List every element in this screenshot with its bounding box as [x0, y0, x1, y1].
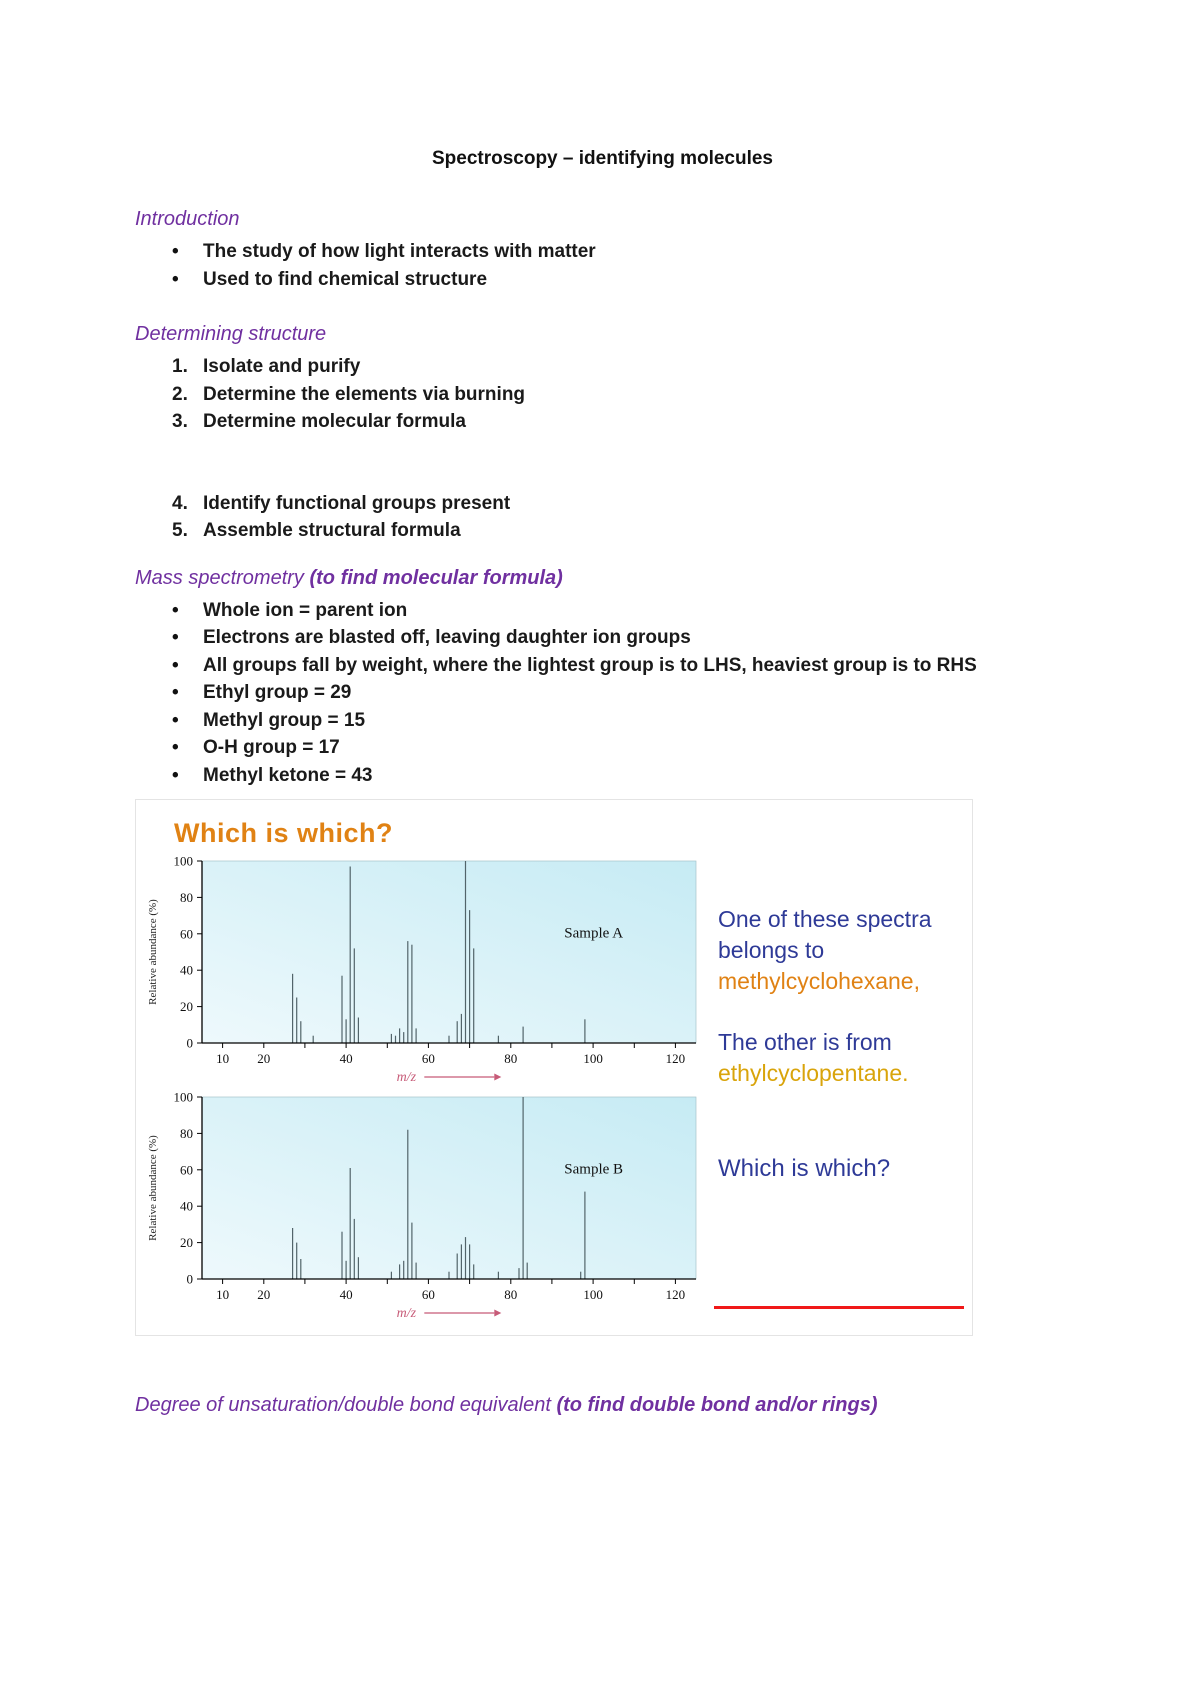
mass-spectrum-chart-sample-a: 0 20 40 60 80 100 10 20 40 60 80 100 120 Sample A m/z R…: [147, 854, 697, 1085]
svg-text:80: 80: [504, 1051, 517, 1066]
item-text: Determine molecular formula: [203, 411, 466, 432]
mass-spectrum-chart-sample-b: 0 20 40 60 80 100 10 20 40 60 80 100 120 Sample B m/z R…: [147, 1090, 697, 1321]
figure-charts-column: Which is which? 0 20 40 60 80 100 10 20 40 60 80 10…: [142, 806, 718, 1325]
svg-text:60: 60: [422, 1287, 435, 1302]
mass-spectrometry-list: Whole ion = parent ion Electrons are bla…: [135, 597, 1070, 790]
item-text: Isolate and purify: [203, 356, 361, 377]
figure-heading: Which is which?: [174, 818, 394, 848]
figure-caption-column: One of these spectra belongs to methylcy…: [718, 806, 972, 1325]
caption-question: Which is which?: [718, 1155, 891, 1182]
numbered-item: 1. Isolate and purify: [135, 353, 1070, 381]
list-item-text: Methyl group = 15: [203, 709, 366, 731]
numbered-item: 5. Assemble structural formula: [135, 517, 1070, 545]
document-title: Spectroscopy – identifying molecules: [431, 148, 774, 169]
list-item-text: Whole ion =: [203, 599, 316, 621]
svg-text:20: 20: [180, 1235, 193, 1250]
determining-steps-1-3: 1. Isolate and purify 2. Determine the ele…: [135, 353, 1070, 436]
svg-text:0: 0: [187, 1272, 194, 1287]
list-item: Methyl group = 15: [135, 707, 1070, 735]
svg-text:60: 60: [180, 1162, 193, 1177]
list-item: Electrons are blasted off, leaving daugh…: [135, 624, 1070, 652]
list-item: Used to find chemical structure: [135, 266, 1070, 294]
caption-compound-1: methylcyclohexane,: [718, 968, 920, 994]
svg-text:20: 20: [257, 1051, 270, 1066]
section-heading-degree-of-unsaturation: Degree of unsaturation/double bond equiv…: [135, 1394, 1070, 1417]
svg-text:m/z: m/z: [397, 1070, 417, 1085]
list-item: The study of how light interacts with ma…: [135, 238, 1070, 266]
numbered-item: 3. Determine molecular formula: [135, 408, 1070, 436]
svg-text:m/z: m/z: [397, 1306, 417, 1321]
section-heading-introduction: Introduction: [135, 208, 240, 230]
svg-text:100: 100: [174, 854, 194, 869]
list-item: Methyl ketone = 43: [135, 762, 1070, 790]
item-number: 5.: [172, 520, 188, 541]
svg-text:120: 120: [666, 1051, 686, 1066]
list-item-text: Ethyl group = 29: [203, 682, 352, 703]
svg-text:40: 40: [340, 1287, 353, 1302]
caption-line-2: The other is from: [718, 1029, 892, 1055]
svg-text:Sample B: Sample B: [564, 1161, 623, 1177]
list-item: Whole ion = parent ion: [135, 597, 1070, 625]
section-heading-determining-structure: Determining structure: [135, 323, 327, 345]
list-item: O-H group = 17: [135, 734, 1070, 762]
item-number: 2.: [172, 383, 188, 405]
item-number: 1.: [172, 356, 188, 377]
list-item-text: Used to find chemical structure: [203, 268, 488, 290]
list-item-bold: daughter ion: [506, 627, 622, 648]
section-heading-mass-spectrometry: Mass spectrometry (to find molecular for…: [135, 567, 1070, 590]
svg-text:40: 40: [180, 1199, 193, 1214]
svg-text:Relative abundance (%): Relative abundance (%): [147, 899, 159, 1005]
red-underline: [714, 1306, 964, 1309]
item-text: Assemble structural formula: [203, 520, 461, 541]
svg-text:100: 100: [583, 1287, 603, 1302]
list-item-bold: parent ion: [315, 599, 408, 621]
item-text: Determine the elements via burning: [203, 383, 526, 405]
svg-text:0: 0: [187, 1036, 194, 1051]
list-item: Ethyl group = 29: [135, 679, 1070, 707]
heading-bold-text: (to find molecular formula): [309, 566, 563, 589]
list-item-text: Methyl ketone = 43: [203, 764, 373, 786]
svg-text:Relative abundance (%): Relative abundance (%): [147, 1135, 159, 1241]
caption-compound-2: ethylcyclopentane.: [718, 1060, 909, 1086]
caption-line-1: One of these spectra belongs to: [718, 906, 932, 963]
determining-steps-4-5: 4. Identify functional groups present 5. A…: [135, 490, 1070, 545]
svg-text:20: 20: [180, 999, 193, 1014]
svg-text:100: 100: [174, 1090, 194, 1105]
heading-text: Mass spectrometry: [135, 566, 310, 589]
svg-text:40: 40: [340, 1051, 353, 1066]
introduction-list: The study of how light interacts with ma…: [135, 238, 1070, 293]
list-item: All groups fall by weight, where the lig…: [135, 652, 1070, 680]
heading-text: Degree of unsaturation/double bond equiv…: [135, 1394, 557, 1416]
svg-text:80: 80: [180, 1126, 193, 1141]
svg-text:60: 60: [180, 926, 193, 941]
svg-text:10: 10: [216, 1287, 229, 1302]
svg-text:60: 60: [422, 1051, 435, 1066]
heading-bold-text: (to find double bond and/or rings): [556, 1394, 878, 1416]
list-item-text: Electrons are blasted off, leaving: [203, 627, 507, 648]
svg-text:20: 20: [257, 1287, 270, 1302]
svg-text:40: 40: [180, 963, 193, 978]
list-item-text: O-H group = 17: [203, 737, 340, 758]
item-text: Identify functional groups present: [203, 492, 511, 514]
numbered-item: 4. Identify functional groups present: [135, 490, 1070, 518]
svg-text:Sample A: Sample A: [564, 925, 623, 941]
list-item-text: All groups fall by weight, where the lig…: [203, 654, 977, 676]
item-number: 3.: [172, 411, 188, 432]
mass-spectra-figure: Which is which? 0 20 40 60 80 100 10 20 40 60 80 10…: [135, 799, 973, 1336]
svg-text:100: 100: [583, 1051, 603, 1066]
list-item-text: The study of how light interacts with ma…: [203, 241, 596, 262]
list-item-text: groups: [621, 627, 691, 648]
item-number: 4.: [172, 492, 188, 514]
numbered-item: 2. Determine the elements via burning: [135, 381, 1070, 409]
svg-text:80: 80: [504, 1287, 517, 1302]
svg-text:120: 120: [666, 1287, 686, 1302]
svg-text:80: 80: [180, 890, 193, 905]
svg-text:10: 10: [216, 1051, 229, 1066]
